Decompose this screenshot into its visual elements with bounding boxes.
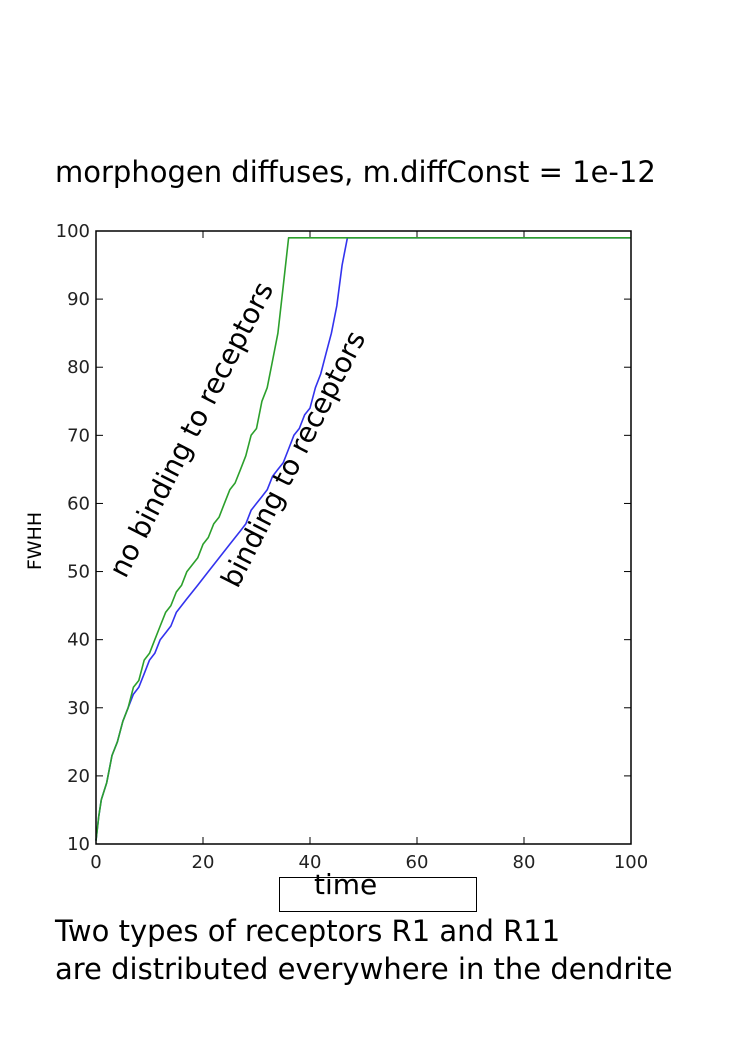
y-axis-label: FWHH <box>24 511 46 571</box>
x-tick-label: 60 <box>406 852 429 873</box>
y-tick-label: 50 <box>67 562 90 583</box>
x-tick-label: 0 <box>90 852 101 873</box>
caption-line-1: Two types of receptors R1 and R11 <box>55 914 561 948</box>
x-tick-label: 80 <box>513 852 536 873</box>
y-axis: 10 20 30 40 50 60 70 80 90 100 <box>56 221 631 855</box>
series-line-1 <box>95 237 631 841</box>
y-tick-label: 30 <box>67 698 90 719</box>
x-tick-label: 40 <box>299 852 322 873</box>
x-axis-label: time <box>314 868 378 901</box>
x-axis-label-box <box>279 877 477 912</box>
figure-caption: Two types of receptors R1 and R11 are di… <box>55 912 673 988</box>
y-tick-label: 20 <box>67 766 90 787</box>
y-tick-label: 80 <box>67 357 90 378</box>
y-tick-label: 100 <box>56 221 90 242</box>
y-tick-label: 90 <box>67 289 90 310</box>
x-tick-label: 20 <box>192 852 215 873</box>
y-tick-label: 10 <box>67 834 90 855</box>
x-axis: 0 20 40 60 80 100 <box>90 231 648 873</box>
x-tick-label: 100 <box>614 852 648 873</box>
y-tick-label: 60 <box>67 493 90 514</box>
y-tick-label: 40 <box>67 630 90 651</box>
caption-line-2: are distributed everywhere in the dendri… <box>55 952 673 986</box>
plot-lines <box>95 237 631 841</box>
series-line-0 <box>95 237 631 841</box>
y-tick-label: 70 <box>67 425 90 446</box>
chart-title: morphogen diffuses, m.diffConst = 1e-12 <box>55 155 656 189</box>
plot-frame <box>95 230 632 845</box>
